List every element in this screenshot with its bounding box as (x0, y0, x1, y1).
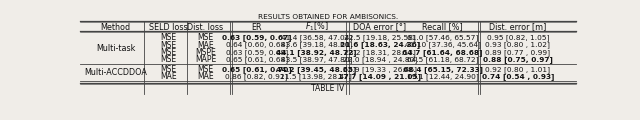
Text: 43.5 [38.97, 47.80]: 43.5 [38.97, 47.80] (280, 56, 352, 63)
Text: SELD loss: SELD loss (149, 23, 188, 32)
Text: MAE: MAE (197, 72, 214, 81)
Text: 64.7 [61.64, 68.68]: 64.7 [61.64, 68.68] (403, 49, 483, 56)
Text: 17.7 [14.09 , 21.05]: 17.7 [14.09 , 21.05] (339, 73, 421, 80)
Text: 64.5 [61.18, 68.72]: 64.5 [61.18, 68.72] (407, 56, 479, 63)
Text: MSE: MSE (160, 65, 177, 74)
Text: 22.5 [19.18, 25.58]: 22.5 [19.18, 25.58] (344, 34, 416, 41)
Text: 0.65 [0.61, 0.70]: 0.65 [0.61, 0.70] (222, 66, 292, 73)
Text: 61.0 [57.46, 65.57]: 61.0 [57.46, 65.57] (407, 34, 478, 41)
Text: 0.63 [0.59, 0.68]: 0.63 [0.59, 0.68] (225, 49, 288, 56)
Text: DOA error [°]: DOA error [°] (353, 23, 406, 32)
Text: 22.0 [18.94 , 24.80]: 22.0 [18.94 , 24.80] (343, 56, 417, 63)
Text: 21.5 [13.98, 28.47]: 21.5 [13.98, 28.47] (280, 73, 352, 80)
Text: 19.1 [12.44, 24.90]: 19.1 [12.44, 24.90] (407, 73, 479, 80)
Text: Method: Method (100, 23, 131, 32)
Text: Multi-ACCDDOA: Multi-ACCDDOA (84, 68, 147, 77)
Text: 0.95 [0.82, 1.05]: 0.95 [0.82, 1.05] (486, 34, 549, 41)
Text: 68.4 [65.15, 72.33]: 68.4 [65.15, 72.33] (403, 66, 483, 73)
Text: Dist. error [m]: Dist. error [m] (489, 23, 547, 32)
Text: 43.6 [39.18, 48.60]: 43.6 [39.18, 48.60] (280, 42, 352, 48)
Text: MAE: MAE (160, 72, 177, 81)
Text: 0.74 [0.54 , 0.93]: 0.74 [0.54 , 0.93] (482, 73, 554, 80)
Text: 22.9 [19.33 , 26.46]: 22.9 [19.33 , 26.46] (343, 66, 417, 73)
Text: 23.2 [18.31, 28.13]: 23.2 [18.31, 28.13] (344, 49, 416, 56)
Text: Dist. loss: Dist. loss (188, 23, 223, 32)
Text: MAPE: MAPE (195, 55, 216, 64)
Text: Recall [%]: Recall [%] (422, 23, 463, 32)
Text: 41.4 [36.58, 47.04]: 41.4 [36.58, 47.04] (281, 34, 352, 41)
Text: 44.2 [39.45, 48.65]: 44.2 [39.45, 48.65] (276, 66, 356, 73)
Text: MSE: MSE (160, 55, 177, 64)
Text: MSE: MSE (198, 65, 214, 74)
Text: 44.1 [38.92, 48.72]: 44.1 [38.92, 48.72] (276, 49, 356, 56)
Text: 0.64 [0.60, 0.68]: 0.64 [0.60, 0.68] (225, 42, 288, 48)
Text: 41.10 [37.36, 45.64]: 41.10 [37.36, 45.64] (404, 42, 481, 48)
Text: 0.63 [0.59, 0.67]: 0.63 [0.59, 0.67] (222, 34, 291, 41)
Text: ER: ER (252, 23, 262, 32)
Text: 0.86 [0.82, 0.91]: 0.86 [0.82, 0.91] (225, 73, 288, 80)
Text: 0.89 [0.77 , 0.99]: 0.89 [0.77 , 0.99] (485, 49, 550, 56)
Text: 0.65 [0.61, 0.68]: 0.65 [0.61, 0.68] (225, 56, 288, 63)
Text: 21.6 [18.63, 24.36]: 21.6 [18.63, 24.36] (340, 42, 420, 48)
Text: MAE: MAE (197, 41, 214, 50)
Text: MSE: MSE (160, 33, 177, 42)
Text: TABLE IV: TABLE IV (312, 84, 344, 93)
Text: $F_1$[%]: $F_1$[%] (305, 21, 328, 33)
Text: MSE: MSE (198, 33, 214, 42)
Text: 0.93 [0.80 , 1.02]: 0.93 [0.80 , 1.02] (485, 42, 550, 48)
Text: MSPE: MSPE (195, 48, 216, 57)
Text: Multi-task: Multi-task (96, 44, 135, 53)
Text: 0.92 [0.80 , 1.01]: 0.92 [0.80 , 1.01] (485, 66, 550, 73)
Text: MSE: MSE (160, 48, 177, 57)
Text: RESULTS OBTAINED FOR AMBISONICS.: RESULTS OBTAINED FOR AMBISONICS. (258, 14, 398, 20)
Text: 0.88 [0.75, 0.97]: 0.88 [0.75, 0.97] (483, 56, 553, 63)
Text: MSE: MSE (160, 41, 177, 50)
